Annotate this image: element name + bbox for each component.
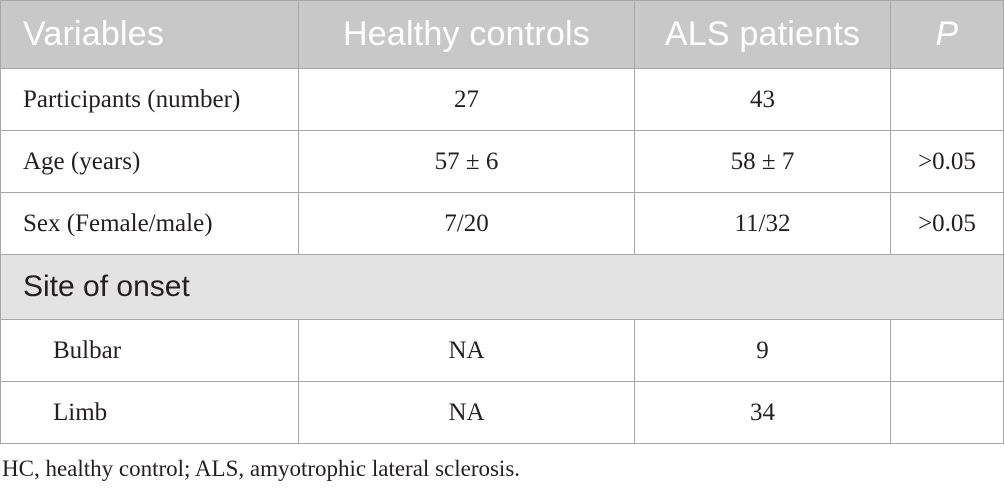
header-healthy-controls: Healthy controls bbox=[298, 0, 635, 69]
p-value: >0.05 bbox=[890, 192, 1004, 255]
als-patients-value: 58 ± 7 bbox=[634, 130, 891, 193]
als-patients-value: 9 bbox=[634, 319, 891, 382]
table-row: Sex (Female/male) 7/20 11/32 >0.05 bbox=[0, 192, 1004, 255]
row-label: Age (years) bbox=[0, 130, 299, 193]
row-label: Bulbar bbox=[0, 319, 299, 382]
als-patients-value: 34 bbox=[634, 381, 891, 444]
row-label: Participants (number) bbox=[0, 68, 299, 131]
header-als-patients: ALS patients bbox=[634, 0, 891, 69]
healthy-controls-value: 7/20 bbox=[298, 192, 635, 255]
table-row: Limb NA 34 bbox=[0, 381, 1004, 444]
table-row: Age (years) 57 ± 6 58 ± 7 >0.05 bbox=[0, 130, 1004, 193]
table-row: Participants (number) 27 43 bbox=[0, 68, 1004, 131]
header-row: Variables Healthy controls ALS patients … bbox=[0, 0, 1004, 69]
table-row: Bulbar NA 9 bbox=[0, 319, 1004, 382]
row-label: Sex (Female/male) bbox=[0, 192, 299, 255]
healthy-controls-value: NA bbox=[298, 319, 635, 382]
healthy-controls-value: 27 bbox=[298, 68, 635, 131]
als-patients-value: 43 bbox=[634, 68, 891, 131]
section-heading: Site of onset bbox=[0, 254, 1004, 320]
header-variables: Variables bbox=[0, 0, 299, 69]
healthy-controls-value: NA bbox=[298, 381, 635, 444]
als-patients-value: 11/32 bbox=[634, 192, 891, 255]
p-value bbox=[890, 319, 1004, 382]
section-row: Site of onset bbox=[0, 254, 1004, 320]
p-value bbox=[890, 381, 1004, 444]
header-p-value: P bbox=[890, 0, 1004, 69]
table-footnote: HC, healthy control; ALS, amyotrophic la… bbox=[2, 456, 521, 481]
healthy-controls-value: 57 ± 6 bbox=[298, 130, 635, 193]
p-value bbox=[890, 68, 1004, 131]
row-label: Limb bbox=[0, 381, 299, 444]
demographics-table: Variables Healthy controls ALS patients … bbox=[0, 0, 1004, 444]
p-value: >0.05 bbox=[890, 130, 1004, 193]
